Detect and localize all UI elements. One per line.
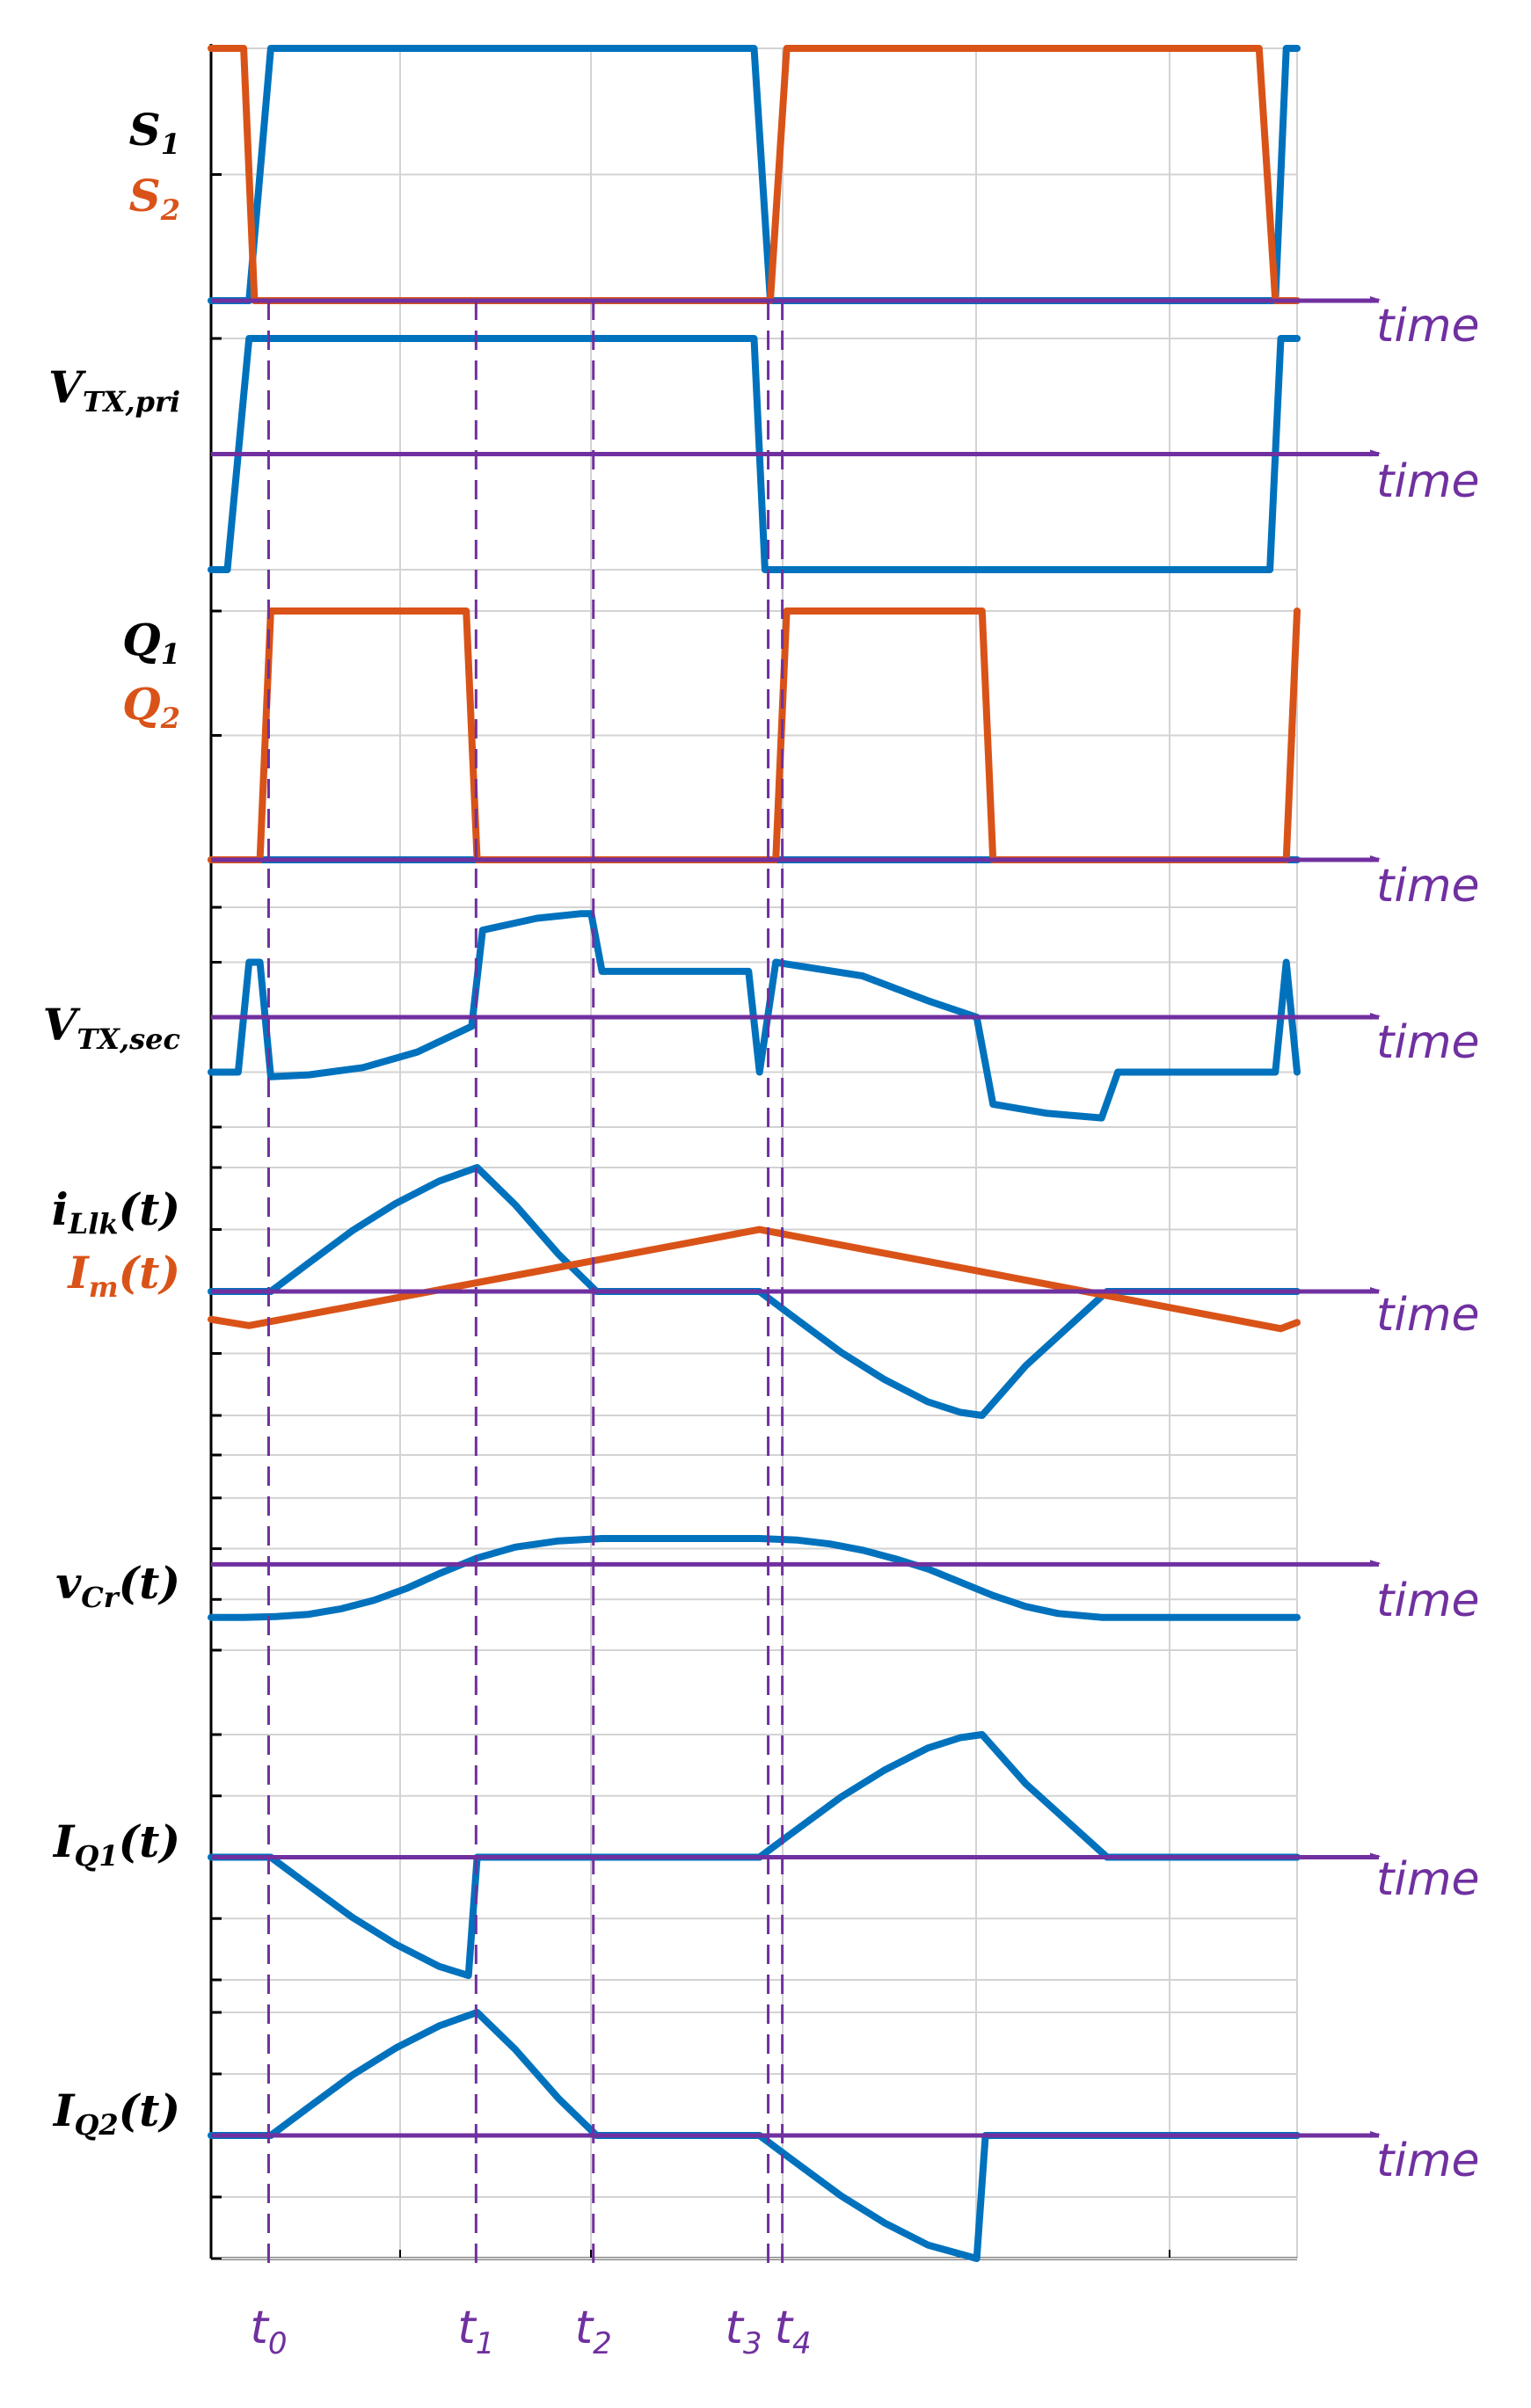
panel-label: IQ2(t) (52, 2084, 180, 2142)
marker-label-t2: t2 (575, 2302, 612, 2361)
marker-label-t3: t3 (725, 2302, 762, 2361)
panel-label: iLlk(t) (52, 1183, 180, 1240)
panel-label: VTX,pri (48, 361, 180, 418)
marker-label-t1: t1 (457, 2302, 494, 2361)
panel-vtxpri: time VTX,pri (48, 335, 1479, 573)
time-axis-label: time (1376, 1016, 1479, 1069)
panel-s: time S1 S2 (129, 45, 1479, 353)
marker-label-t4: t4 (775, 2302, 812, 2361)
panel-vtxsec: time VTX,sec (43, 906, 1479, 1129)
series-V_TX,sec (208, 910, 1301, 1122)
time-axis-label: time (1376, 1289, 1479, 1342)
time-axis-label: time (1376, 1853, 1479, 1906)
panel-ilk: time iLlk(t) Im(t) (52, 1164, 1479, 1419)
marker-label-t0: t0 (250, 2302, 287, 2361)
panel-q: time Q1 Q2 (122, 607, 1479, 913)
panel-label: vCr(t) (55, 1557, 180, 1614)
time-axis-label: time (1376, 300, 1479, 353)
panel-label: IQ1(t) (52, 1815, 180, 1873)
panel-label: S1 (129, 104, 180, 161)
time-axis-label: time (1376, 455, 1479, 508)
series-I_Q2(t) (208, 2009, 1301, 2262)
panel-label: S2 (129, 170, 180, 227)
time-axis-label: time (1376, 860, 1479, 913)
series-I_Q1(t) (208, 1731, 1301, 1980)
time-axis-label: time (1376, 1575, 1479, 1627)
series-v_Cr(t) (208, 1535, 1301, 1621)
panel-iq2: time IQ2(t) (52, 2009, 1479, 2262)
panel-label: VTX,sec (43, 999, 180, 1056)
panel-iq1: time IQ1(t) (52, 1731, 1479, 1982)
panel-vcr: time vCr(t) (55, 1453, 1479, 1652)
time-axis-label: time (1376, 2135, 1479, 2187)
panel-label: Im(t) (66, 1247, 180, 1304)
series-I_m(t) (208, 1226, 1301, 1333)
series-S2 (208, 45, 1301, 304)
panel-label: Q2 (122, 678, 180, 735)
panel-label: Q1 (122, 614, 180, 671)
